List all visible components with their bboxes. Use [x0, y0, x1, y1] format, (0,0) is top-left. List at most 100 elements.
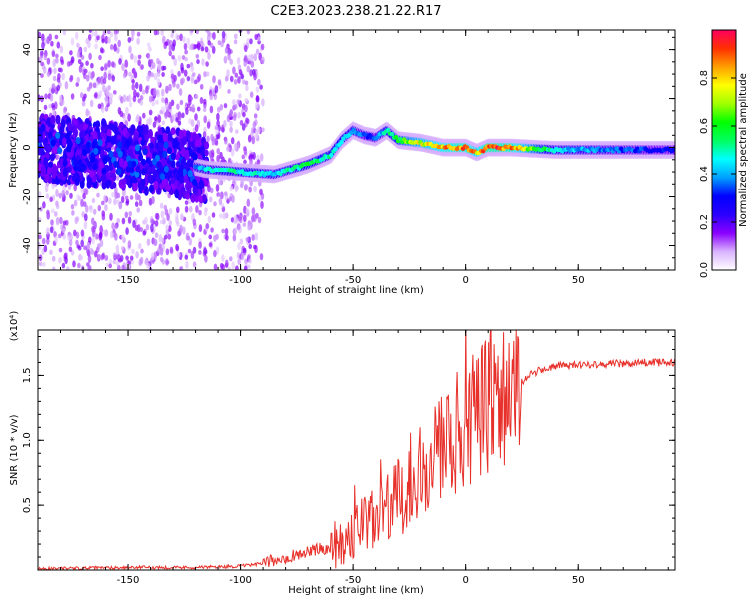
noise-point — [91, 236, 95, 245]
noise-point — [60, 59, 65, 65]
noise-point — [56, 154, 60, 160]
noise-point — [224, 227, 229, 236]
figure-title: C2E3.2023.238.21.22.R17 — [270, 4, 441, 19]
noise-point — [125, 200, 129, 206]
noise-point — [128, 45, 132, 54]
noise-point — [183, 69, 188, 77]
noise-point — [244, 44, 248, 53]
noise-point — [146, 52, 151, 60]
noise-point — [153, 30, 158, 36]
blob-point — [50, 139, 56, 147]
noise-point — [246, 30, 251, 35]
noise-point — [185, 106, 189, 116]
noise-point — [146, 238, 151, 246]
band-point — [89, 170, 95, 178]
noise-point — [184, 200, 189, 205]
noise-point — [101, 200, 105, 206]
band-point — [168, 188, 174, 195]
band-point — [128, 149, 134, 158]
noise-point — [108, 263, 112, 269]
noise-point — [201, 187, 205, 195]
noise-point — [168, 39, 173, 48]
noise-point — [117, 264, 121, 270]
spectrogram-ticks: -150 -100 -50 0 50 -40 -20 0 20 40 — [22, 30, 675, 286]
noise-point — [251, 136, 256, 145]
noise-point — [185, 232, 190, 241]
noise-point — [62, 220, 67, 226]
noise-point — [246, 37, 250, 45]
y-tick-label: 1.0 — [22, 432, 33, 448]
noise-point — [130, 53, 134, 60]
noise-point — [193, 44, 197, 50]
noise-point — [162, 217, 166, 225]
noise-point — [115, 175, 120, 181]
band-point — [112, 151, 118, 158]
noise-point — [54, 34, 59, 40]
noise-point — [104, 256, 108, 262]
noise-point — [249, 38, 253, 45]
noise-point — [139, 95, 144, 101]
noise-point — [177, 120, 182, 126]
band-point — [119, 121, 124, 129]
noise-point — [114, 186, 118, 195]
noise-point — [236, 56, 241, 65]
noise-point — [234, 33, 238, 40]
noise-point — [235, 129, 239, 134]
noise-point — [211, 87, 216, 96]
noise-point — [61, 197, 66, 203]
noise-point — [240, 73, 245, 80]
noise-point — [150, 223, 154, 233]
blob-point — [187, 170, 193, 178]
noise-point — [74, 216, 79, 225]
x-tick-label: 0 — [462, 575, 468, 586]
band-point — [47, 166, 52, 176]
noise-point — [259, 188, 263, 196]
band-point — [143, 186, 149, 196]
band-point — [40, 123, 46, 133]
band-point — [75, 177, 80, 185]
blob-point — [91, 141, 97, 149]
noise-point — [180, 214, 185, 221]
blob-point — [62, 159, 68, 167]
band-point — [101, 174, 107, 184]
noise-point — [104, 204, 108, 212]
noise-point — [87, 34, 92, 41]
noise-point — [205, 61, 209, 67]
noise-point — [161, 120, 166, 126]
noise-point — [217, 79, 222, 86]
noise-point — [178, 113, 182, 121]
noise-point — [213, 92, 218, 101]
snr-x-label: Height of straight line (km) — [288, 585, 424, 596]
noise-point — [121, 264, 125, 270]
band-point — [131, 175, 137, 184]
band-point — [178, 129, 184, 140]
noise-point — [127, 240, 132, 249]
noise-point — [190, 251, 195, 259]
noise-point — [131, 248, 135, 255]
noise-point — [52, 59, 56, 68]
blob-point — [152, 158, 157, 166]
noise-point — [91, 225, 95, 233]
blob-point — [113, 160, 119, 168]
x-tick-label: 0 — [462, 275, 468, 286]
noise-point — [255, 95, 260, 103]
band-point — [191, 133, 197, 141]
noise-point — [186, 103, 191, 109]
noise-point — [253, 113, 258, 119]
noise-point — [165, 224, 169, 231]
noise-point — [45, 193, 50, 200]
noise-point — [164, 112, 168, 119]
noise-point — [51, 255, 56, 262]
noise-point — [199, 97, 204, 104]
noise-point — [200, 46, 205, 52]
noise-point — [65, 190, 69, 196]
noise-point — [131, 79, 135, 84]
noise-point — [219, 213, 223, 219]
noise-point — [215, 133, 220, 140]
noise-point — [223, 55, 228, 64]
noise-point — [189, 30, 193, 36]
noise-point — [86, 86, 91, 92]
band-point — [147, 174, 153, 184]
noise-point — [42, 261, 46, 267]
noise-point — [116, 217, 120, 224]
